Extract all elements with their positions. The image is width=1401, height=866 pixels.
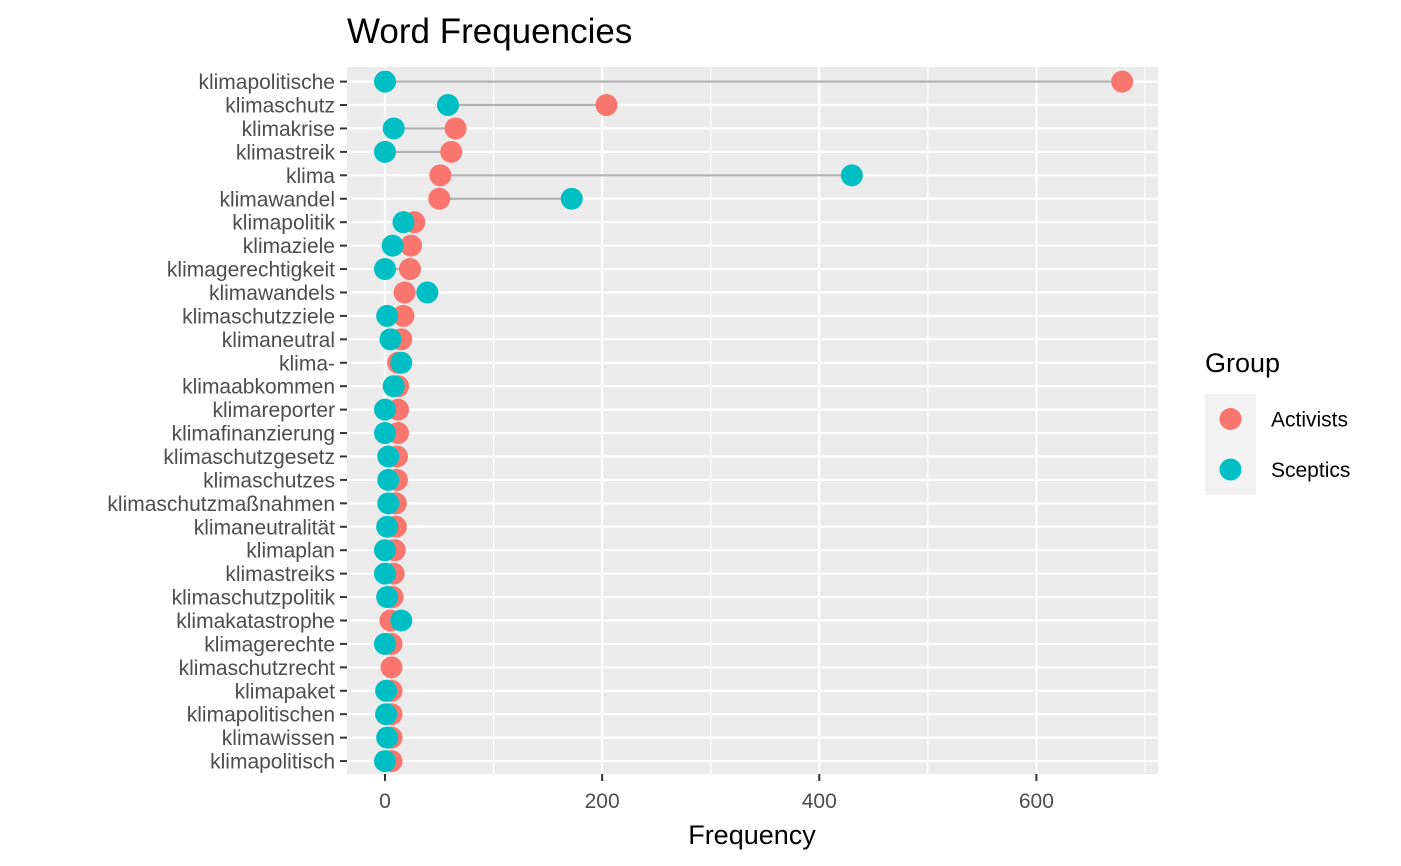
point-sceptics-klimaschutzpolitik [376,586,399,609]
point-sceptics-klimaschutz [436,94,459,117]
point-activists-klimakrise [444,117,467,140]
point-sceptics-klimapolitik [392,211,415,234]
y-tick-label: klimastreik [236,141,336,164]
y-axis: klimapolitischeklimaschutzklimakriseklim… [107,71,347,774]
point-sceptics-klimaneutralität [376,515,399,538]
legend-label-activists: Activists [1271,409,1348,432]
y-tick-label: klimastreiks [225,563,335,586]
x-tick-label: 200 [585,790,620,813]
y-tick-label: klimaziele [243,235,335,258]
point-activists-klimapolitische [1111,70,1134,93]
x-axis: 0 200 400 600 [379,774,1054,813]
y-tick-label: klimawissen [222,727,335,750]
chart-title: Word Frequencies [347,12,632,51]
point-sceptics-klimawandel [560,187,583,210]
point-sceptics-klimastreiks [373,562,396,585]
point-activists-klima [429,164,452,187]
point-sceptics-klimaneutral [379,328,402,351]
y-tick-label: klimaschutzziele [182,305,335,328]
point-sceptics-klimakrise [382,117,405,140]
y-tick-label: klimaschutz [225,95,335,118]
point-activists-klimaschutz [595,94,618,117]
legend: Group Activists Sceptics [1205,348,1350,495]
y-tick-label: klimaneutral [222,329,335,352]
legend-key-sceptics [1219,458,1242,481]
point-sceptics-klimareporter [373,398,396,421]
y-tick-label: klimapolitische [198,71,335,94]
point-activists-klimaziele [400,234,423,257]
point-sceptics-klimaplan [373,539,396,562]
x-axis-title: Frequency [688,820,816,850]
y-tick-label: klimakatastrophe [176,610,335,633]
point-activists-klimagerechtigkeit [398,258,421,281]
legend-key-activists [1219,408,1242,430]
point-sceptics-klimapolitischen [375,703,398,726]
y-tick-label: klimaabkommen [182,376,335,399]
point-sceptics-klimakatastrophe [390,609,413,632]
point-sceptics-klimaschutzziele [376,304,399,327]
y-tick-label: klimapaket [235,680,336,703]
y-tick-label: klimakrise [242,118,335,141]
data-points [373,70,1134,773]
point-sceptics-klima [840,164,863,187]
point-sceptics-klimawissen [376,726,399,749]
y-tick-label: klimaschutzgesetz [163,446,335,469]
point-sceptics-klimafinanzierung [373,422,396,445]
point-sceptics-klimastreik [373,140,396,163]
point-activists-klimastreik [440,140,463,163]
y-tick-label: klimareporter [212,399,335,422]
y-tick-label: klimawandels [209,282,335,305]
point-activists-klimawandels [393,281,416,304]
x-tick-label: 600 [1019,790,1054,813]
y-tick-label: klimapolitik [232,212,335,235]
point-sceptics-klimapaket [375,679,398,702]
point-sceptics-klimagerechtigkeit [373,258,396,281]
y-tick-label: klimagerechtigkeit [167,259,335,282]
x-tick-label: 0 [379,790,391,813]
y-tick-label: klimapolitischen [187,704,335,727]
point-sceptics-klimaabkommen [382,375,405,398]
y-tick-label: klima [286,165,335,188]
y-tick-label: klimagerechte [204,633,335,656]
y-tick-label: klimaschutzmaßnahmen [107,493,335,516]
legend-title: Group [1205,348,1280,378]
y-tick-label: klimaplan [246,540,335,563]
point-sceptics-klimaschutzes [377,468,400,491]
point-sceptics-klima- [390,351,413,374]
y-tick-label: klimaschutzrecht [179,657,336,680]
point-sceptics-klimapolitische [373,70,396,93]
plot-panel [347,67,1158,774]
point-sceptics-klimaziele [381,234,404,257]
point-activists-klimawandel [428,187,451,210]
point-sceptics-klimaschutzgesetz [377,445,400,468]
y-tick-label: klimaschutzpolitik [172,587,336,610]
y-tick-label: klimapolitisch [210,751,335,774]
legend-label-sceptics: Sceptics [1271,459,1350,482]
y-tick-label: klimafinanzierung [172,423,335,446]
x-tick-label: 400 [802,790,837,813]
point-sceptics-klimaschutzmaßnahmen [377,492,400,515]
point-sceptics-klimagerechte [373,632,396,655]
y-tick-label: klimawandel [219,188,335,211]
y-tick-label: klima- [279,352,335,375]
point-sceptics-klimapolitisch [373,750,396,773]
y-tick-label: klimaneutralität [194,516,335,539]
point-activists-klimaschutzrecht [380,656,403,679]
y-tick-label: klimaschutzes [203,469,335,492]
point-activists-klimaschutzziele [392,304,415,327]
point-sceptics-klimawandels [416,281,439,304]
